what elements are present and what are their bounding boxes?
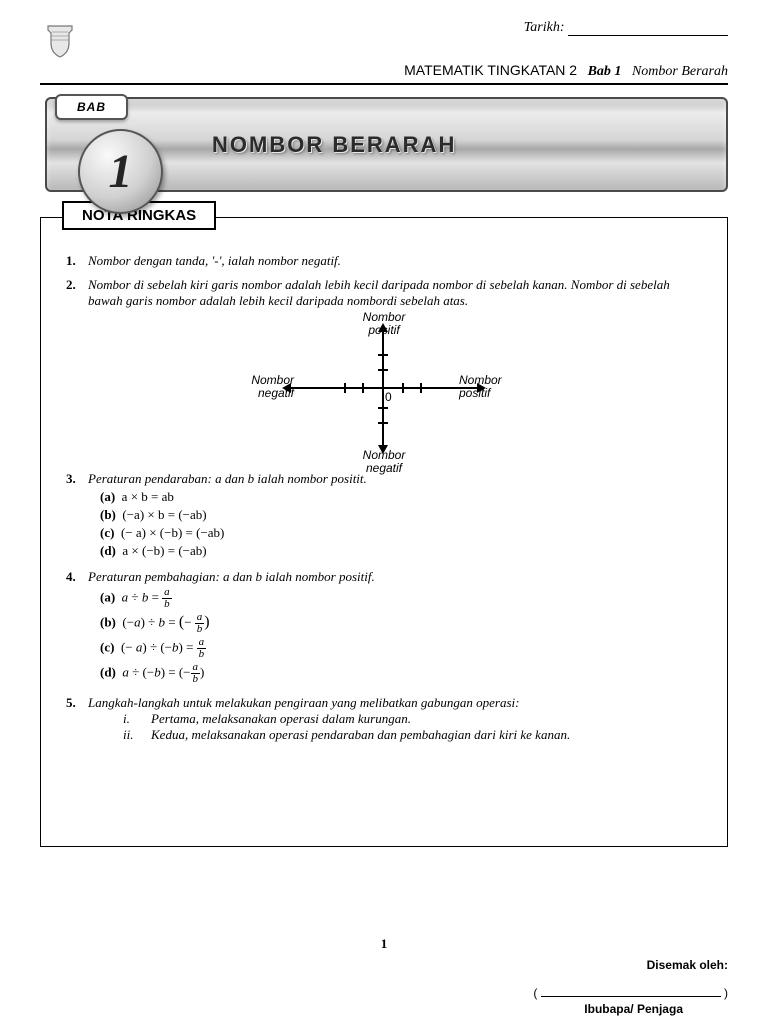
signature-line: ( ) — [40, 986, 728, 1000]
nota-container: NOTA RINGKAS 1.Nombor dengan tanda, '-',… — [40, 217, 728, 847]
note-item-1: 1.Nombor dengan tanda, '-', ialah nombor… — [66, 253, 702, 269]
page-footer: 1 Disemak oleh: ( ) Ibubapa/ Penjaga — [40, 936, 728, 1016]
axis-origin: 0 — [385, 391, 392, 404]
chapter-number-circle: 1 — [78, 129, 163, 214]
checked-by-label: Disemak oleh: — [40, 958, 728, 972]
date-blank-line — [568, 35, 728, 36]
page-header: Tarikh: — [40, 20, 728, 60]
note-item-5: 5. Langkah-langkah untuk melakukan pengi… — [66, 695, 702, 743]
chapter-name: Nombor Berarah — [632, 64, 728, 79]
note-item-2: 2.Nombor di sebelah kiri garis nombor ad… — [66, 277, 702, 309]
axis-label-left: Nombornegatif — [239, 374, 294, 400]
date-label: Tarikh: — [524, 20, 565, 35]
nota-box: 1.Nombor dengan tanda, '-', ialah nombor… — [40, 217, 728, 847]
note-item-3: 3. Peraturan pendaraban: a dan b ialah n… — [66, 471, 702, 561]
bab-tab: BAB — [55, 94, 128, 120]
school-crest-icon — [40, 20, 80, 60]
subject-prefix: MATEMATIK TINGKATAN 2 — [404, 62, 577, 78]
header-divider — [40, 83, 728, 85]
chapter-banner: BAB NOMBOR BERARAH 1 — [40, 97, 728, 192]
axis-label-right: Nomborpositif — [459, 374, 519, 400]
number-axis-diagram: Nomborpositif Nombornegatif Nombornegati… — [66, 319, 702, 459]
axis-label-top: Nomborpositif — [354, 311, 414, 337]
guardian-label: Ibubapa/ Penjaga — [40, 1002, 728, 1016]
banner-title: NOMBOR BERARAH — [212, 132, 456, 158]
note-item-4: 4. Peraturan pembahagian: a dan b ialah … — [66, 569, 702, 687]
chapter-ref: Bab 1 — [588, 64, 622, 79]
axis-label-bottom: Nombornegatif — [354, 449, 414, 475]
date-field: Tarikh: — [524, 20, 728, 36]
page-number: 1 — [40, 936, 728, 952]
subject-line: MATEMATIK TINGKATAN 2 Bab 1 Nombor Berar… — [40, 62, 728, 80]
chapter-number: 1 — [109, 144, 133, 199]
